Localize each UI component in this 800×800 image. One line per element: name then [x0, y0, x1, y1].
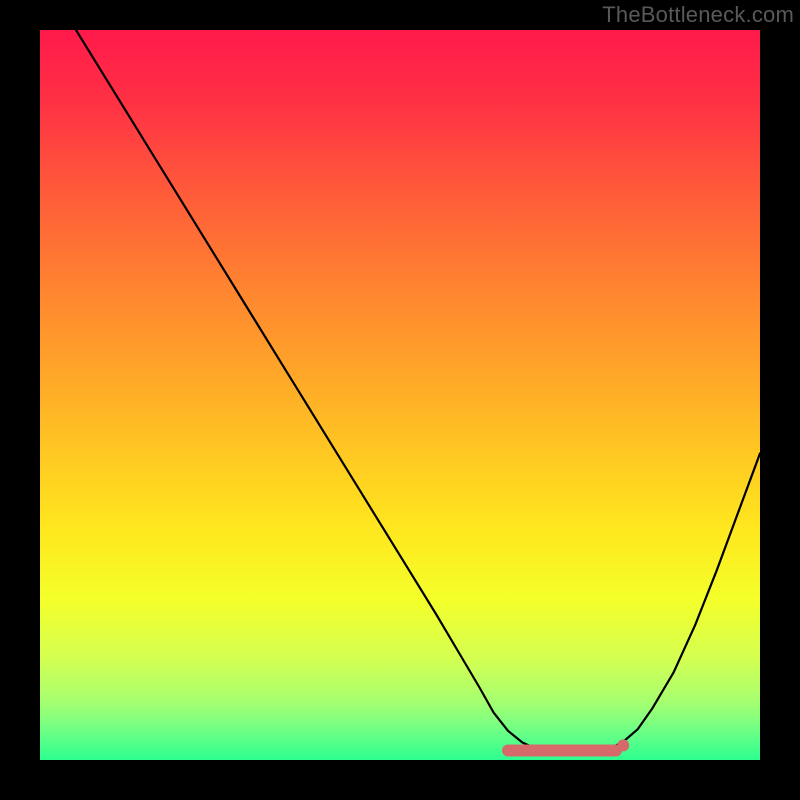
plot-area — [40, 30, 760, 760]
bottleneck-curve-chart — [40, 30, 760, 760]
chart-container: TheBottleneck.com — [0, 0, 800, 800]
gradient-background — [40, 30, 760, 760]
optimum-end-marker — [617, 739, 629, 751]
watermark-text: TheBottleneck.com — [602, 2, 794, 28]
